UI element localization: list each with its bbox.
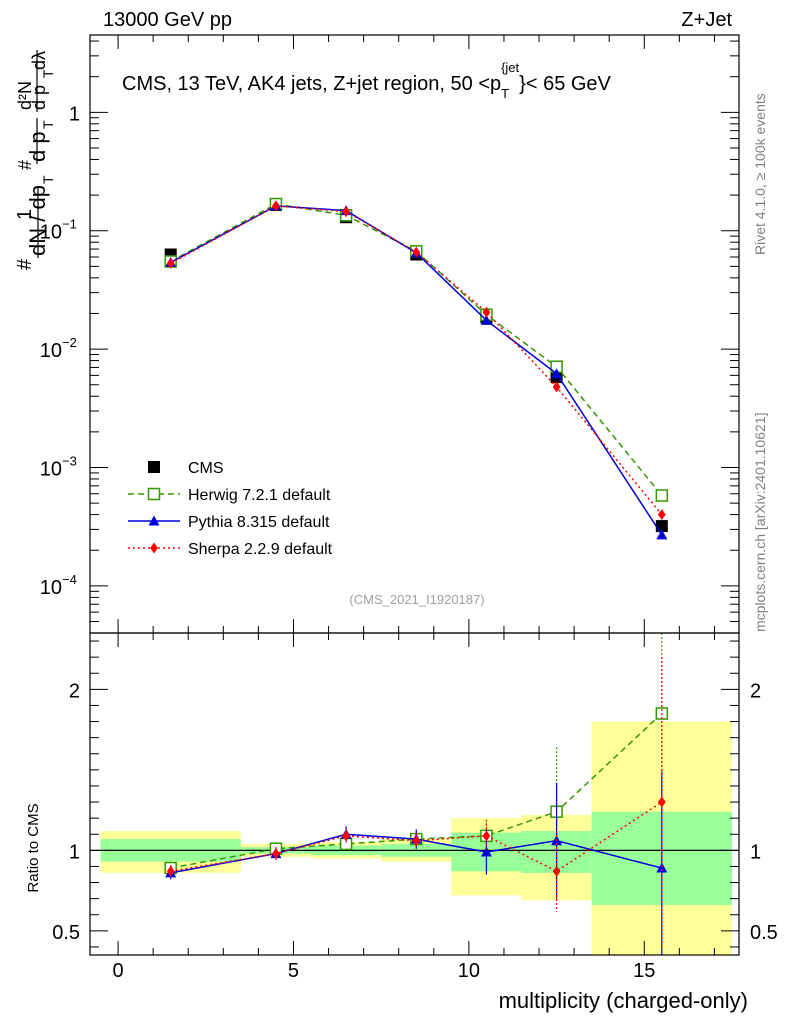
y-tick-label: 10 xyxy=(40,222,62,244)
legend: CMS Herwig 7.2.1 default Pythia 8.315 defa… xyxy=(128,460,333,558)
y-tick-exponent: −3 xyxy=(62,453,77,468)
ratio-panel-frame xyxy=(89,632,740,956)
marker-diamond xyxy=(150,542,158,554)
y-tick-label: 10 xyxy=(40,458,62,480)
legend-label: Sherpa 2.2.9 default xyxy=(188,541,333,558)
marker-diamond xyxy=(412,835,421,847)
marker-diamond xyxy=(166,865,175,877)
svg-text:dλ: dλ xyxy=(29,51,49,70)
marker-triangle xyxy=(656,862,668,873)
marker-diamond xyxy=(657,509,666,521)
header-process: 13000 GeV pp xyxy=(103,9,232,31)
marker-triangle xyxy=(480,314,492,325)
marker-diamond xyxy=(342,830,350,842)
y-tick-exponent: −1 xyxy=(62,217,77,232)
y-axis-label-ratio: Ratio to CMS xyxy=(25,803,42,892)
series-main-panel xyxy=(164,197,669,540)
y-tick-label: 10 xyxy=(40,577,62,599)
marker-triangle xyxy=(480,846,492,857)
x-axis-label: multiplicity (charged-only) xyxy=(499,988,748,1013)
x-tick-label: 5 xyxy=(288,960,299,982)
x-tick-label: 15 xyxy=(633,960,655,982)
svg-text:T: T xyxy=(40,120,56,129)
header-analysis-tag: Z+Jet xyxy=(681,9,732,31)
y-tick-label: 1 xyxy=(69,103,80,125)
ratio-tick-label: 1 xyxy=(69,841,80,863)
marker-diamond xyxy=(552,381,561,393)
ratio-tick-label-right: 0.5 xyxy=(750,922,778,944)
y-tick-exponent: −2 xyxy=(62,335,77,350)
x-tick-label: 10 xyxy=(458,960,480,982)
chart-title: CMS, 13 TeV, AK4 jets, Z+jet region, 50 … xyxy=(122,60,612,101)
marker-diamond xyxy=(657,796,666,808)
marker-diamond xyxy=(166,257,175,269)
title-tail: }< 65 GeV xyxy=(519,73,611,95)
side-label-rivet: Rivet 4.1.0, ≥ 100k events xyxy=(752,93,768,255)
analysis-id: (CMS_2021_I1920187) xyxy=(349,592,484,607)
marker-diamond xyxy=(482,306,491,318)
y-axis-label-main: # dN / dp T 1 # d p T d²N d p T dλ xyxy=(14,50,56,270)
marker-diamond xyxy=(272,848,280,860)
y-tick-label: 10 xyxy=(40,340,62,362)
marker-square xyxy=(148,461,160,473)
marker-open-square xyxy=(655,489,669,502)
svg-text:d²N: d²N xyxy=(15,81,35,110)
marker-diamond xyxy=(342,206,350,218)
marker-triangle xyxy=(551,368,563,379)
title-sub: T xyxy=(501,86,509,101)
side-label-mcplots: mcplots.cern.ch [arXiv:2401.10621] xyxy=(752,413,768,632)
marker-diamond xyxy=(272,200,280,212)
svg-text:T: T xyxy=(40,175,56,184)
ratio-tick-label: 0.5 xyxy=(52,922,80,944)
marker-triangle xyxy=(148,515,160,526)
legend-label: CMS xyxy=(188,460,224,477)
ratio-tick-label-right: 1 xyxy=(750,841,761,863)
svg-text:#: # xyxy=(15,160,35,170)
x-tick-label: 0 xyxy=(113,960,124,982)
legend-label: Pythia 8.315 default xyxy=(188,514,330,531)
marker-diamond xyxy=(412,246,421,258)
svg-text:d p: d p xyxy=(29,85,49,110)
svg-text:1: 1 xyxy=(14,209,36,220)
marker-triangle xyxy=(656,529,668,540)
y-tick-exponent: −4 xyxy=(62,572,77,587)
svg-text:#: # xyxy=(14,258,36,270)
ratio-tick-label-right: 2 xyxy=(750,680,761,702)
marker-open-square xyxy=(147,487,161,501)
series-ratio-panel xyxy=(164,633,669,955)
ratio-tick-label: 2 xyxy=(69,680,80,702)
title-sup: {jet xyxy=(501,60,519,75)
svg-text:CMS, 13 TeV, AK4 jets, Z+jet r: CMS, 13 TeV, AK4 jets, Z+jet region, 50 … xyxy=(122,60,612,101)
marker-diamond xyxy=(482,830,491,842)
title-main: CMS, 13 TeV, AK4 jets, Z+jet region, 50 … xyxy=(122,73,501,95)
legend-label: Herwig 7.2.1 default xyxy=(188,487,331,504)
svg-text:T: T xyxy=(40,69,56,78)
marker-diamond xyxy=(552,865,561,877)
